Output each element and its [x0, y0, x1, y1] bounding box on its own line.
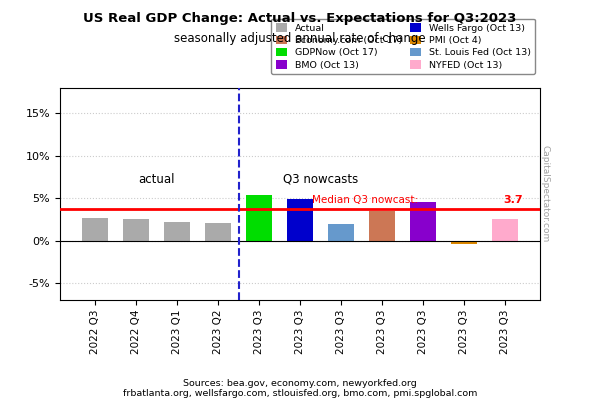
Text: CapitalSpectator.com: CapitalSpectator.com	[541, 145, 550, 243]
Legend: Actual, Economy.com (Oct 17), GDPNow (Oct 17), BMO (Oct 13), Wells Fargo (Oct 13: Actual, Economy.com (Oct 17), GDPNow (Oc…	[271, 18, 535, 74]
Bar	[368, 211, 395, 241]
Bar	[491, 218, 518, 241]
Bar	[205, 223, 232, 241]
Text: Median Q3 nowcast:: Median Q3 nowcast:	[312, 194, 418, 204]
Bar	[123, 218, 149, 241]
Text: actual: actual	[139, 173, 175, 186]
Text: US Real GDP Change: Actual vs. Expectations for Q3:2023: US Real GDP Change: Actual vs. Expectati…	[83, 12, 517, 25]
Text: Q3 nowcasts: Q3 nowcasts	[283, 173, 358, 186]
Bar	[287, 199, 313, 241]
Bar	[246, 195, 272, 241]
Text: 3.7: 3.7	[503, 194, 523, 204]
Bar	[451, 241, 477, 244]
Bar	[164, 222, 190, 241]
Text: Sources: bea.gov, economy.com, newyorkfed.org
frbatlanta.org, wellsfargo.com, st: Sources: bea.gov, economy.com, newyorkfe…	[123, 378, 477, 398]
Bar	[328, 224, 354, 241]
Bar	[82, 218, 109, 241]
Bar	[410, 202, 436, 241]
Text: seasonally adjusted annual rate of change: seasonally adjusted annual rate of chang…	[174, 32, 426, 45]
